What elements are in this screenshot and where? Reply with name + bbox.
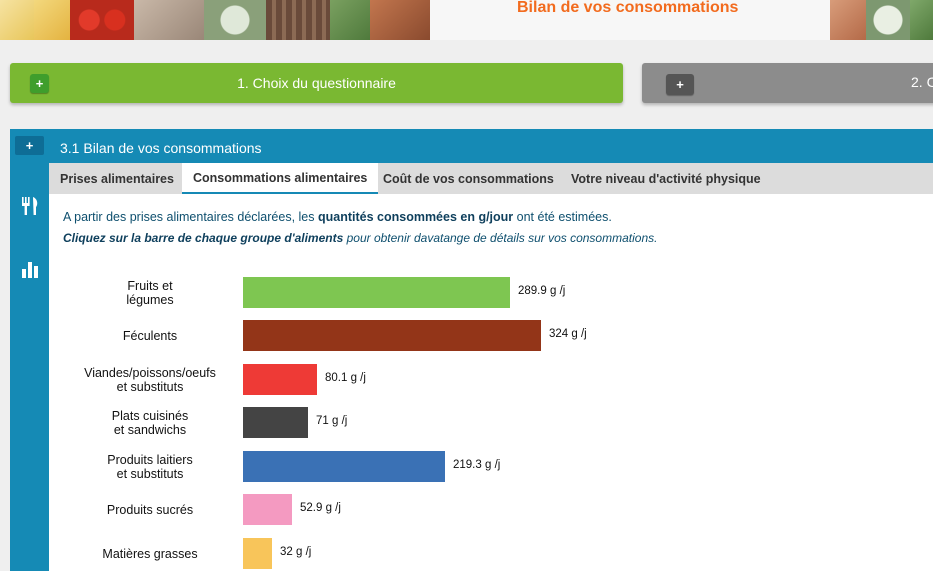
plus-icon[interactable]: +	[15, 136, 44, 155]
panel-header: 3.1 Bilan de vos consommations	[49, 129, 933, 163]
chart-row: Produits sucrés 52.9 g /j	[49, 494, 933, 526]
tab-prises-alimentaires[interactable]: Prises alimentaires	[60, 171, 174, 186]
fork-knife-icon[interactable]	[10, 195, 49, 217]
value-label: 80.1 g /j	[325, 372, 366, 384]
bar[interactable]	[243, 277, 510, 308]
step-1-choix-questionnaire[interactable]: + 1. Choix du questionnaire	[10, 63, 623, 103]
category-label: Produits sucrés	[106, 503, 194, 517]
intro-text: A partir des prises alimentaires déclaré…	[63, 210, 612, 224]
tab-content: A partir des prises alimentaires déclaré…	[49, 194, 933, 571]
bar[interactable]	[243, 364, 317, 395]
plus-icon[interactable]: +	[30, 74, 49, 93]
instruction-text-bold: Cliquez sur la barre de chaque groupe d'…	[63, 231, 344, 245]
step-2[interactable]: + 2. C	[642, 63, 933, 103]
banner-title-area: Bilan de vos consommations	[430, 0, 830, 40]
intro-text-part: ont été estimées.	[513, 210, 612, 224]
chart-row: Plats cuisinés et sandwichs 71 g /j	[49, 407, 933, 439]
value-label: 324 g /j	[549, 328, 587, 340]
value-label: 219.3 g /j	[453, 459, 501, 471]
step-2-label: 2. C	[911, 74, 933, 90]
bar[interactable]	[243, 538, 272, 569]
category-label: Matières grasses	[102, 547, 198, 561]
category-label: Plats cuisinés et sandwichs	[111, 409, 189, 437]
category-label: Féculents	[122, 329, 178, 343]
chart-row: Matières grasses 32 g /j	[49, 538, 933, 570]
tab-niveau-activite-physique[interactable]: Votre niveau d'activité physique	[571, 171, 761, 186]
tab-consommations-alimentaires[interactable]: Consommations alimentaires	[182, 163, 379, 194]
category-label: Viandes/poissons/oeufs et substituts	[84, 366, 216, 394]
value-label: 289.9 g /j	[518, 285, 566, 297]
top-banner	[0, 0, 933, 40]
tab-cout-consommations[interactable]: Coût de vos consommations	[383, 171, 554, 186]
value-label: 52.9 g /j	[300, 502, 341, 514]
chart-row: Fruits et légumes 289.9 g /j	[49, 277, 933, 309]
step-1-label: 1. Choix du questionnaire	[237, 75, 396, 91]
bar[interactable]	[243, 494, 292, 525]
intro-text-bold: quantités consommées en g/jour	[317, 210, 514, 224]
banner-right-images	[830, 0, 933, 40]
value-label: 32 g /j	[280, 546, 312, 558]
chart-row: Viandes/poissons/oeufs et substituts 80.1 …	[49, 364, 933, 396]
panel-sidebar: +	[10, 129, 49, 571]
bar[interactable]	[243, 451, 445, 482]
instruction-text-part: pour obtenir davatange de détails sur vo…	[343, 231, 658, 245]
panel-title: 3.1 Bilan de vos consommations	[60, 140, 262, 156]
tab-bar: Prises alimentaires Consommations alimen…	[49, 163, 933, 194]
banner-title: Bilan de vos consommations	[517, 0, 739, 16]
category-label: Fruits et légumes	[126, 279, 174, 307]
chart-row: Produits laitiers et substituts 219.3 g /j	[49, 451, 933, 483]
chart-row: Féculents 324 g /j	[49, 320, 933, 352]
instruction-text: Cliquez sur la barre de chaque groupe d'…	[63, 231, 657, 245]
intro-text-part: A partir des prises alimentaires déclaré…	[63, 210, 318, 224]
bar-chart-icon[interactable]	[10, 259, 49, 279]
bar[interactable]	[243, 320, 541, 351]
value-label: 71 g /j	[316, 415, 348, 427]
plus-icon[interactable]: +	[666, 74, 694, 95]
bar[interactable]	[243, 407, 308, 438]
category-label: Produits laitiers et substituts	[107, 453, 193, 481]
